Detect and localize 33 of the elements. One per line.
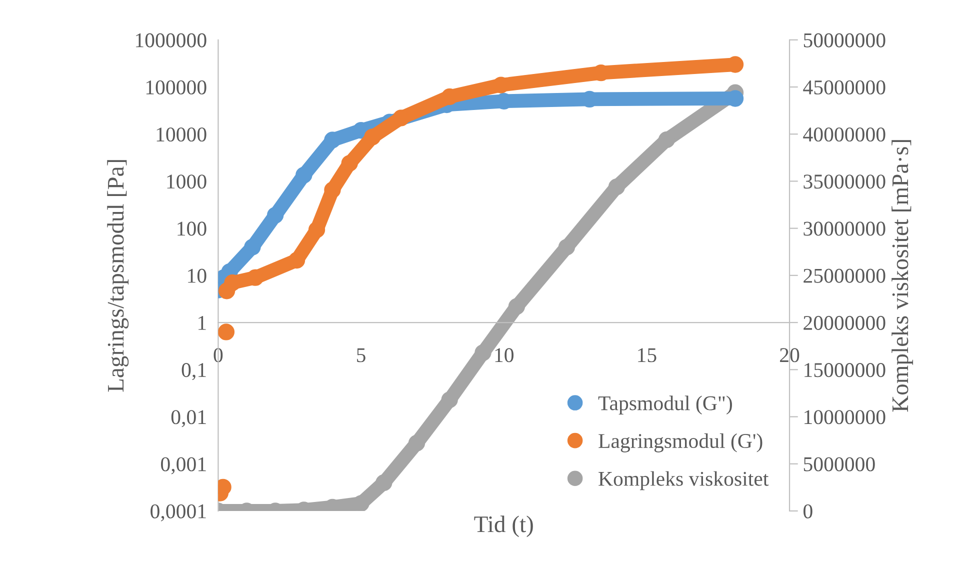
legend-label: Lagringsmodul (G')	[598, 433, 762, 452]
y-tick-label: 0,1	[182, 363, 206, 380]
x-tick-label: 20	[780, 348, 800, 362]
y-tick-label: 100	[178, 222, 206, 236]
y-tick-label: 10000	[156, 127, 206, 142]
y2-tick-label: 45000000	[803, 80, 886, 94]
y-tick-label: 0,0001	[150, 504, 206, 522]
y2-tick-label: 15000000	[804, 363, 886, 378]
y2-tick-label: 30000000	[804, 222, 886, 236]
legend-label: Tapsmodul (G")	[598, 396, 732, 415]
y-tick-label: 10	[188, 268, 206, 283]
x-tick-label: 15	[638, 348, 656, 362]
y-tick-label: 100000	[146, 80, 206, 94]
y2-axis-title: Kompleks viskositet [mPa·s]	[892, 140, 914, 412]
x-tick-label: 5	[357, 348, 366, 362]
x-tick-label: 10	[495, 348, 514, 362]
legend-label: Kompleks viskositet	[598, 471, 769, 490]
y-tick-label: 1	[198, 316, 206, 330]
x-axis-title: Tid (t)	[474, 516, 533, 538]
y2-tick-label: 5000000	[804, 457, 875, 472]
y2-tick-label: 10000000	[804, 410, 886, 424]
y-tick-label: 1000000	[136, 33, 206, 48]
y-tick-label: 1000	[167, 174, 206, 189]
y2-tick-label: 20000000	[804, 316, 886, 330]
y-tick-label: 0,001	[161, 457, 206, 474]
y-tick-label: 0,01	[171, 410, 206, 428]
x-tick-label: 0	[214, 348, 223, 362]
y-axis-title: Lagrings/tapsmodul [Pa]	[107, 160, 129, 392]
y2-tick-label: 40000000	[803, 127, 886, 142]
y2-tick-label: 0	[804, 504, 812, 518]
y2-tick-label: 50000000	[804, 33, 886, 48]
y2-tick-label: 25000000	[804, 268, 886, 283]
y2-tick-label: 35000000	[804, 174, 886, 189]
